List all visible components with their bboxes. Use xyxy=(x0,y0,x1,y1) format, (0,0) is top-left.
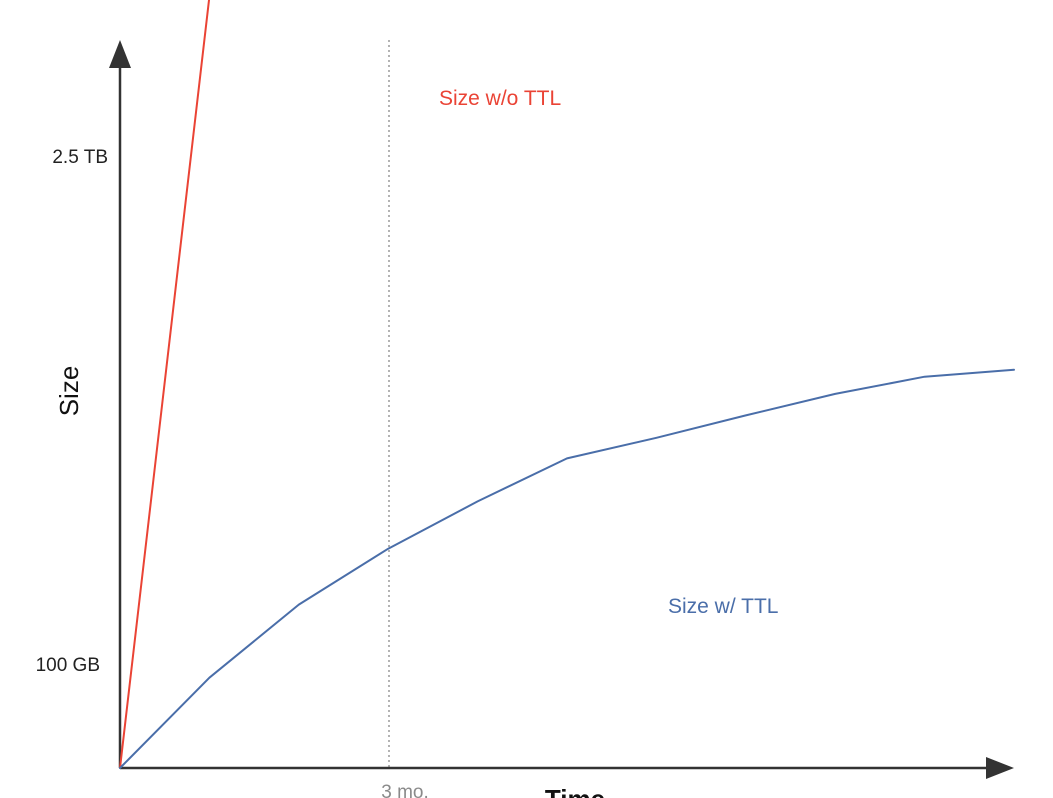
series-label-size-without-ttl: Size w/o TTL xyxy=(439,87,561,110)
y-tick-label-high: 2.5 TB xyxy=(52,147,108,168)
x-axis-title: Time xyxy=(545,784,605,798)
series-line-size-with-ttl xyxy=(119,368,1015,769)
x-marker-label: 3 mo. xyxy=(381,782,429,798)
series-label-size-with-ttl: Size w/ TTL xyxy=(668,595,778,618)
series-line-size-without-ttl xyxy=(119,0,211,769)
y-axis-arrowhead xyxy=(109,40,131,68)
x-axis-arrowhead xyxy=(986,757,1014,779)
y-tick-label-low: 100 GB xyxy=(36,655,100,676)
y-axis-title: Size xyxy=(54,366,84,417)
